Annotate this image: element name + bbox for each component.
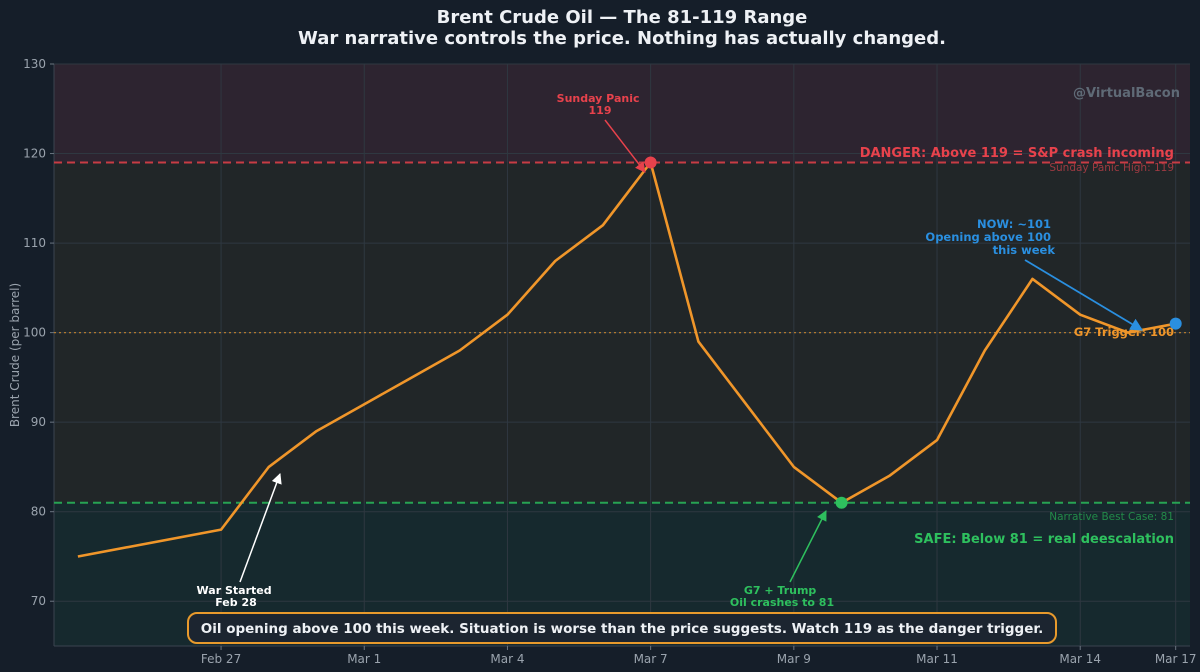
now-line-1: NOW: ~101 xyxy=(977,217,1051,231)
y-ticks: 70 80 90 100 110 120 130 xyxy=(23,57,54,608)
now-arrow xyxy=(1024,259,1144,331)
safe-zone-label: SAFE: Below 81 = real deescalation xyxy=(914,532,1174,547)
war-started-arrow xyxy=(239,473,282,583)
y-tick-label-120: 120 xyxy=(23,147,46,161)
now-line-3: this week xyxy=(993,243,1056,257)
highlight-point-0 xyxy=(644,156,657,169)
sunday-panic-annotation: Sunday Panic 119 xyxy=(557,92,644,117)
highlight-point-2 xyxy=(1169,317,1182,330)
war-started-line-1: War Started xyxy=(197,584,272,597)
x-tick-label-1: Mar 1 xyxy=(347,652,381,666)
brent-price-line xyxy=(77,161,1176,558)
y-tick-label-90: 90 xyxy=(31,415,46,429)
narrative-best-case-label: Narrative Best Case: 81 xyxy=(1049,511,1174,523)
x-tick-label-0: Feb 27 xyxy=(201,652,241,666)
y-tick-label-70: 70 xyxy=(31,594,46,608)
y-tick-label-130: 130 xyxy=(23,57,46,71)
y-tick-label-100: 100 xyxy=(23,326,46,340)
highlight-point-1 xyxy=(835,496,848,509)
footer-note: Oil opening above 100 this week. Situati… xyxy=(201,621,1043,637)
g7-trump-line-2: Oil crashes to 81 xyxy=(730,596,834,609)
war-started-annotation: War Started Feb 28 xyxy=(197,584,276,609)
sunday-panic-high-label: Sunday Panic High: 119 xyxy=(1049,162,1174,174)
x-ticks: Feb 27 Mar 1 Mar 4 Mar 7 Mar 9 Mar 11 Mar 14 Ma… xyxy=(201,646,1197,666)
x-tick-label-4: Mar 9 xyxy=(777,652,811,666)
x-tick-label-2: Mar 4 xyxy=(490,652,524,666)
highlight-points xyxy=(644,156,1182,509)
sunday-panic-line-2: 119 xyxy=(589,104,612,117)
x-tick-label-5: Mar 11 xyxy=(916,652,958,666)
now-annotation: NOW: ~101 Opening above 100 this week xyxy=(925,217,1055,257)
x-tick-label-7: Mar 17 xyxy=(1155,652,1197,666)
danger-zone-label: DANGER: Above 119 = S&P crash incoming xyxy=(860,146,1174,161)
danger-zone xyxy=(54,64,1190,163)
footer-note-box xyxy=(187,612,1057,644)
y-axis-label: Brent Crude (per barrel) xyxy=(8,283,22,427)
y-tick-label-80: 80 xyxy=(31,505,46,519)
war-started-line-2: Feb 28 xyxy=(215,596,257,609)
g7-trump-annotation: G7 + Trump Oil crashes to 81 xyxy=(730,584,834,609)
x-tick-label-6: Mar 14 xyxy=(1059,652,1101,666)
chart-subtitle: War narrative controls the price. Nothin… xyxy=(298,28,946,49)
g7-trump-line-1: G7 + Trump xyxy=(744,584,817,597)
sunday-panic-line-1: Sunday Panic xyxy=(557,92,640,105)
g7-trump-arrow xyxy=(789,510,827,583)
chart-title: Brent Crude Oil — The 81-119 Range xyxy=(437,7,808,28)
now-line-2: Opening above 100 xyxy=(925,230,1051,244)
watermark: @VirtualBacon xyxy=(1073,86,1180,101)
x-tick-label-3: Mar 7 xyxy=(634,652,668,666)
y-tick-label-110: 110 xyxy=(23,236,46,250)
sunday-panic-arrow xyxy=(604,119,646,173)
